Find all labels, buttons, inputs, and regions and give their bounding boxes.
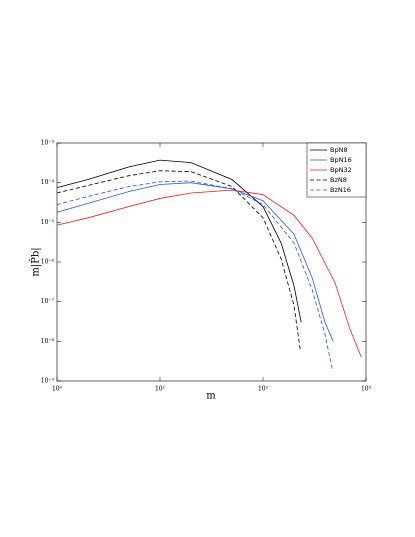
y-tick-label: 10⁻⁹ [41,378,55,385]
series-line [56,170,301,351]
x-tick-label: 10² [258,386,269,393]
y-tick-label: 10⁻⁷ [41,298,55,305]
x-tick-label: 10³ [361,386,372,393]
legend-label: BpN32 [330,166,352,174]
x-tick-label: 10⁰ [52,386,63,393]
y-tick-label: 10⁻⁵ [41,219,55,226]
legend: BpN8 BpN16 BpN32 BzN8 BzN16 [306,142,367,198]
y-tick-label: 10⁻⁴ [41,179,55,186]
x-axis-label: m [206,391,216,402]
y-tick-label: 10⁻⁸ [41,338,55,345]
series-line [56,189,362,358]
series-line [56,159,302,323]
legend-label: BpN16 [330,156,352,164]
legend-label: BpN8 [330,146,348,154]
y-tick-label: 10⁻⁶ [41,259,55,266]
legend-label: BzN16 [330,186,351,194]
y-axis-label: m|P̂b| [30,247,42,276]
legend-label: BzN8 [330,176,347,184]
y-tick-label: 10⁻³ [41,140,55,147]
x-tick-label: 10¹ [155,386,165,393]
series-line [56,182,334,342]
series-line [56,180,333,370]
